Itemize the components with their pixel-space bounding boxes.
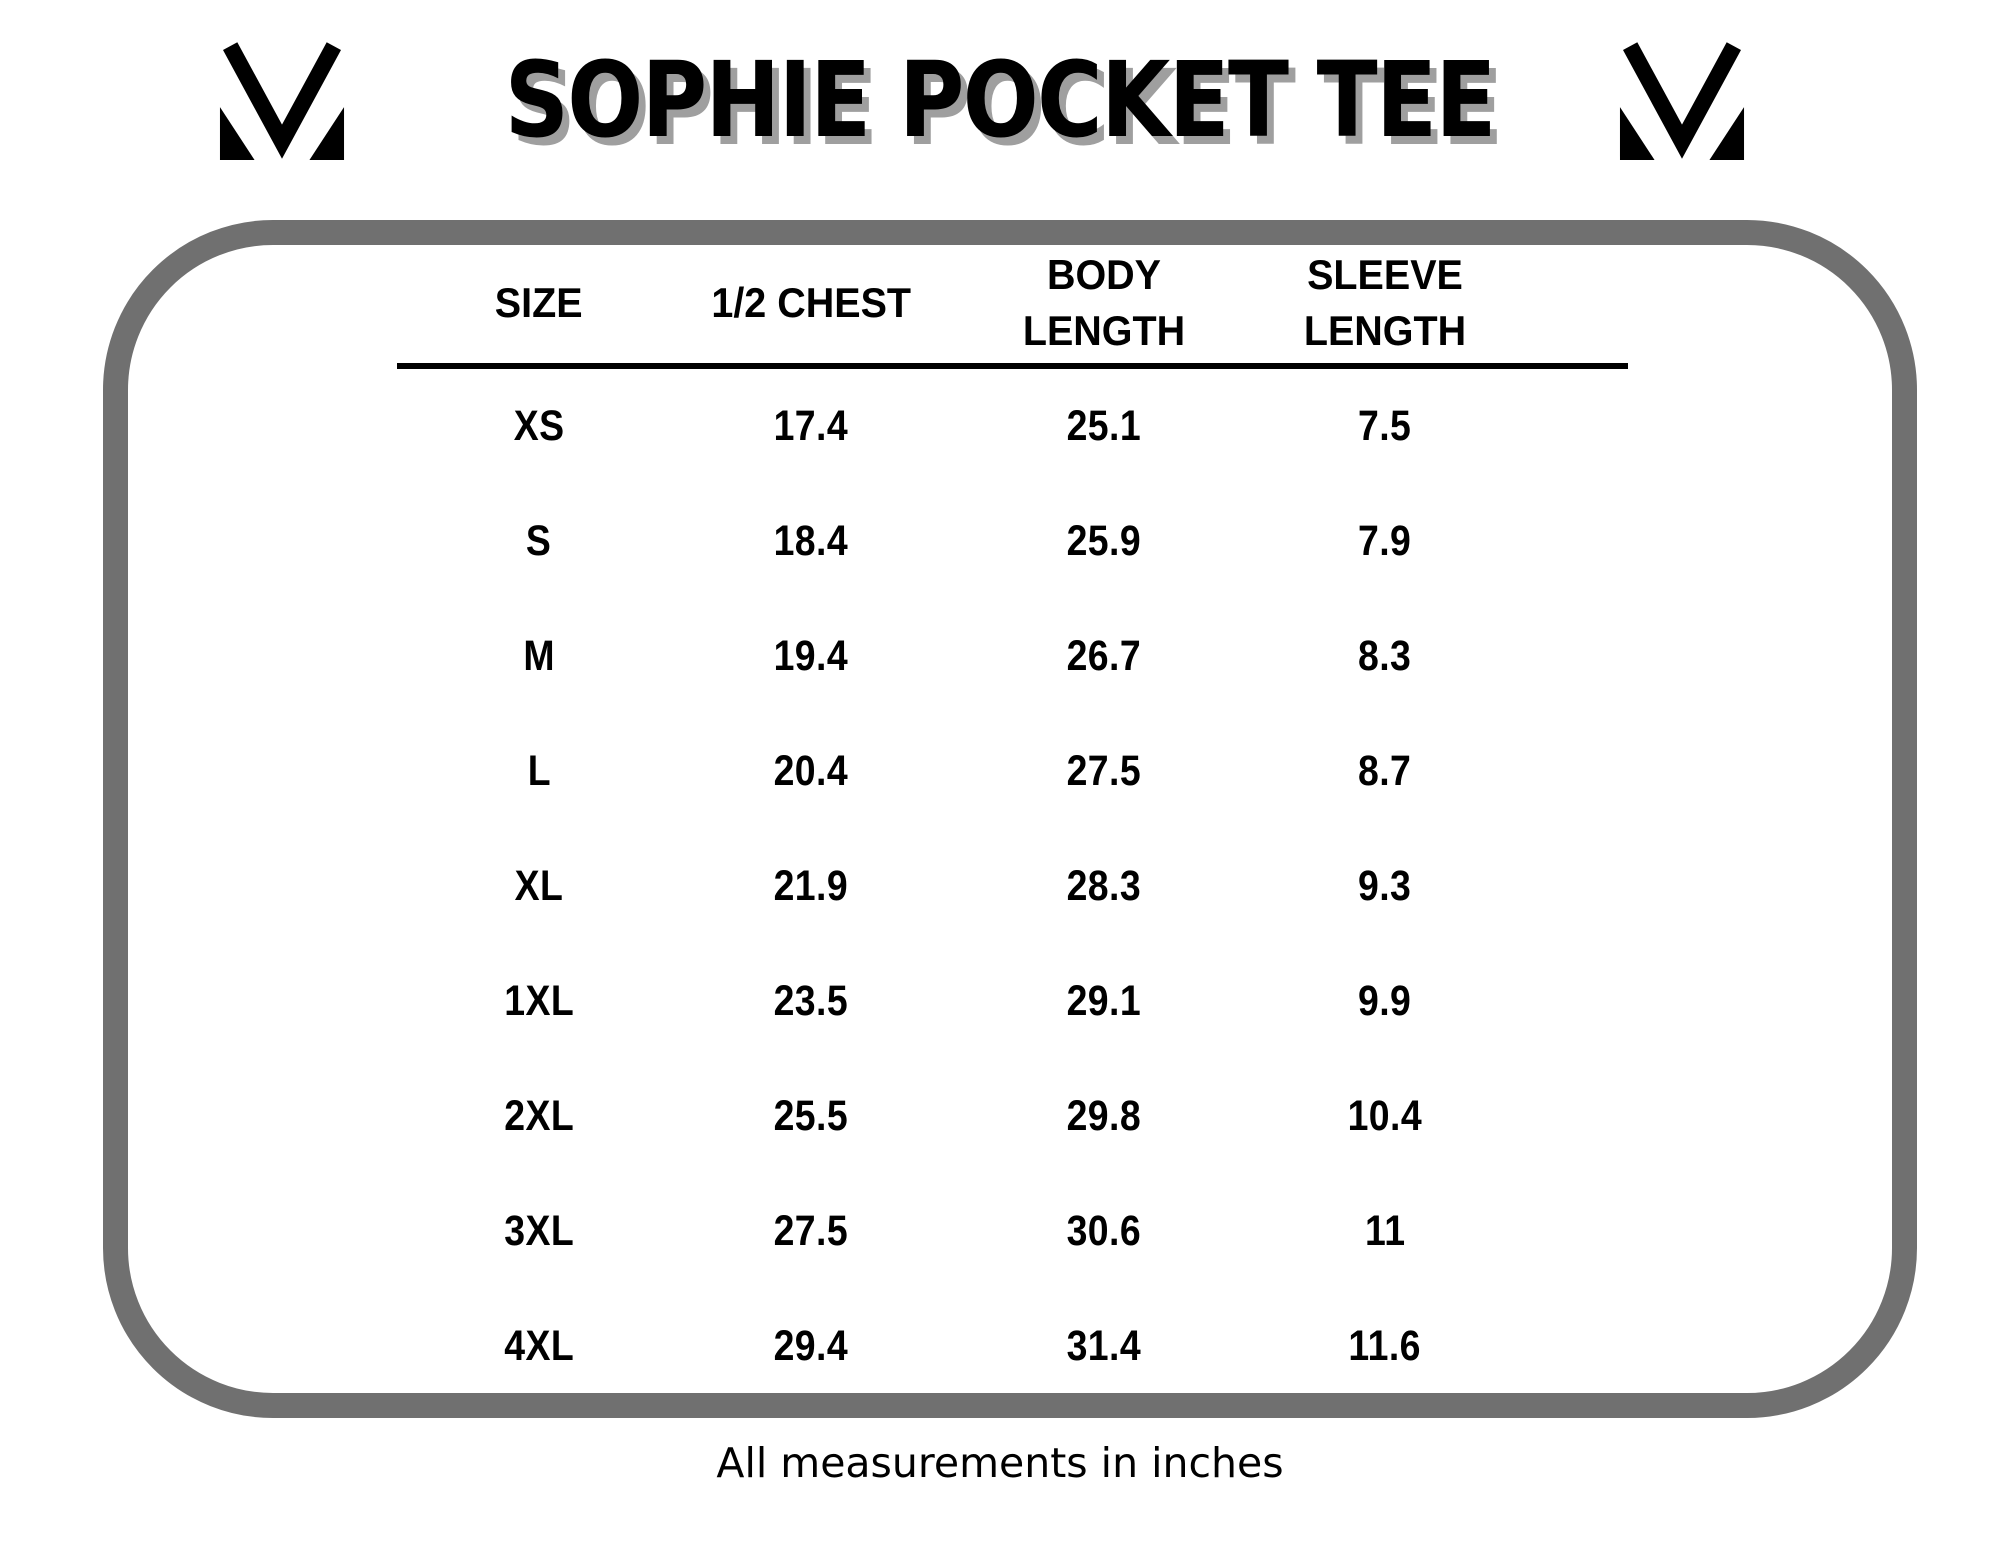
table-row: XL 21.9 28.3 9.3 xyxy=(397,829,1628,944)
measurement-value-cell: 25.9 xyxy=(1066,517,1142,565)
size-label-cell: 2XL xyxy=(504,1092,574,1140)
brand-logo-left xyxy=(212,40,352,162)
size-label-cell: XL xyxy=(514,862,564,910)
measurement-value-cell: 30.6 xyxy=(1066,1207,1142,1255)
measurement-value-cell: 23.5 xyxy=(773,977,849,1025)
size-table: SIZE 1/2 CHEST BODY LENGTH SLEEVE LENGTH… xyxy=(397,242,1628,1404)
measurement-value-cell: 8.3 xyxy=(1358,632,1412,680)
table-row: 4XL 29.4 31.4 11.6 xyxy=(397,1289,1628,1404)
size-chart-panel xyxy=(103,220,1917,1418)
table-row: 1XL 23.5 29.1 9.9 xyxy=(397,944,1628,1059)
size-label-cell: 3XL xyxy=(504,1207,574,1255)
size-table-body: XS 17.4 25.1 7.5 S 18.4 25.9 7.9 M 19.4 26.7 8.3 L 20… xyxy=(397,369,1628,1404)
measurement-value-cell: 9.3 xyxy=(1358,862,1412,910)
size-table-header: SIZE 1/2 CHEST BODY LENGTH SLEEVE LENGTH xyxy=(397,242,1628,363)
measurement-value-cell: 29.4 xyxy=(773,1322,849,1370)
measurement-value-cell: 29.8 xyxy=(1066,1092,1142,1140)
measurement-value-cell: 11.6 xyxy=(1348,1322,1422,1370)
column-header-body-length-label: BODY LENGTH xyxy=(1022,250,1186,354)
column-header-half-chest-label: 1/2 CHEST xyxy=(711,278,911,326)
measurement-value-cell: 27.5 xyxy=(773,1207,849,1255)
table-row: 3XL 27.5 30.6 11 xyxy=(397,1174,1628,1289)
table-row: M 19.4 26.7 8.3 xyxy=(397,599,1628,714)
measurement-value-cell: 25.5 xyxy=(773,1092,849,1140)
measurement-value-cell: 25.1 xyxy=(1066,402,1142,450)
size-label-cell: XS xyxy=(513,402,565,450)
size-label-cell: 1XL xyxy=(504,977,574,1025)
page-title-text: SOPHIE POCKET TEE xyxy=(504,39,1497,161)
measurement-value-cell: 11 xyxy=(1364,1207,1406,1255)
page-title: SOPHIE POCKET TEE xyxy=(0,44,2000,156)
m-monogram-icon xyxy=(219,42,345,160)
measurement-value-cell: 8.7 xyxy=(1358,747,1412,795)
measurement-value-cell: 18.4 xyxy=(773,517,849,565)
column-header-half-chest: 1/2 CHEST xyxy=(681,275,941,331)
measurement-value-cell: 29.1 xyxy=(1066,977,1142,1025)
m-monogram-icon xyxy=(1619,42,1745,160)
table-row: 2XL 25.5 29.8 10.4 xyxy=(397,1059,1628,1174)
measurement-value-cell: 31.4 xyxy=(1066,1322,1142,1370)
measurement-value-cell: 9.9 xyxy=(1358,977,1412,1025)
brand-logo-right xyxy=(1612,40,1752,162)
table-row: L 20.4 27.5 8.7 xyxy=(397,714,1628,829)
measurement-value-cell: 7.9 xyxy=(1358,517,1412,565)
measurement-value-cell: 20.4 xyxy=(773,747,849,795)
measurement-value-cell: 17.4 xyxy=(773,402,849,450)
measurement-value-cell: 19.4 xyxy=(773,632,849,680)
column-header-sleeve-length-label: SLEEVE LENGTH xyxy=(1303,250,1467,354)
table-row: XS 17.4 25.1 7.5 xyxy=(397,369,1628,484)
column-header-size: SIZE xyxy=(397,275,681,331)
measurements-note: All measurements in inches xyxy=(716,1439,1284,1487)
size-label-cell: M xyxy=(523,632,555,680)
measurement-value-cell: 27.5 xyxy=(1066,747,1142,795)
size-label-cell: L xyxy=(527,747,551,795)
table-row: S 18.4 25.9 7.9 xyxy=(397,484,1628,599)
size-label-cell: S xyxy=(526,517,552,565)
measurement-value-cell: 28.3 xyxy=(1066,862,1142,910)
measurement-value-cell: 21.9 xyxy=(773,862,849,910)
header-divider xyxy=(397,363,1628,369)
column-header-sleeve-length: SLEEVE LENGTH xyxy=(1267,247,1503,359)
measurement-value-cell: 26.7 xyxy=(1066,632,1142,680)
column-header-size-label: SIZE xyxy=(495,278,583,326)
size-label-cell: 4XL xyxy=(504,1322,574,1370)
column-header-body-length: BODY LENGTH xyxy=(941,247,1267,359)
measurement-value-cell: 10.4 xyxy=(1347,1092,1423,1140)
measurement-value-cell: 7.5 xyxy=(1358,402,1412,450)
